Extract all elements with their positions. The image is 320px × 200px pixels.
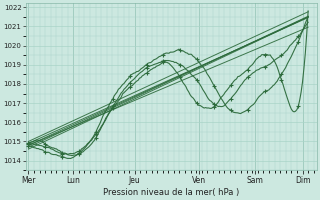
X-axis label: Pression niveau de la mer( hPa ): Pression niveau de la mer( hPa ) bbox=[103, 188, 239, 197]
